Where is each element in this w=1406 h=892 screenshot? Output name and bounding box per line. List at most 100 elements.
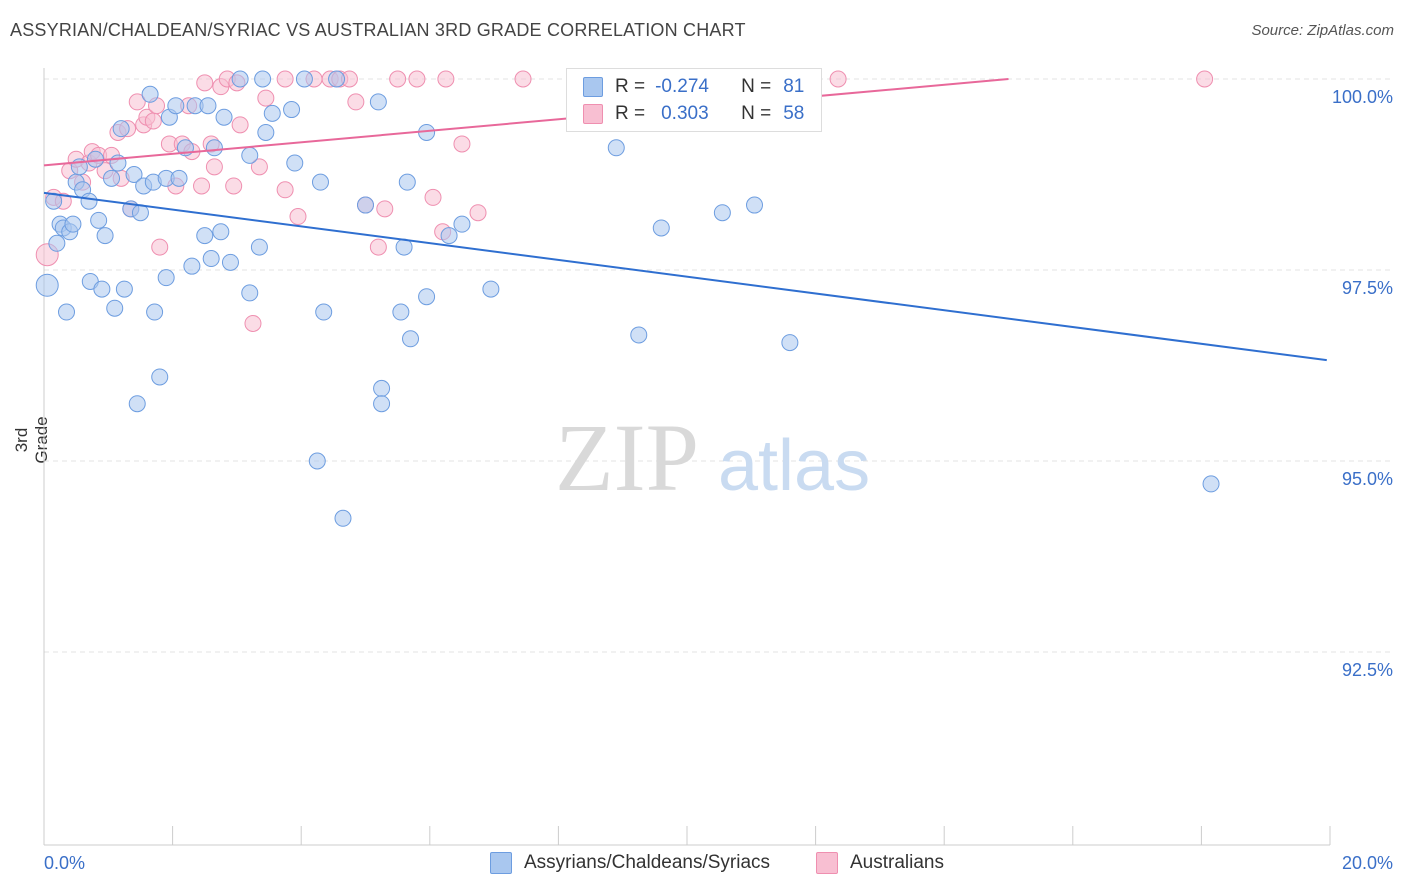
australians-point <box>128 93 146 111</box>
assyrians-point <box>215 108 233 126</box>
series-legend: Assyrians/Chaldeans/Syriacs Australians <box>0 852 1406 878</box>
assyrians-point <box>257 123 275 141</box>
assyrians-point <box>96 227 114 245</box>
watermark: ZIP atlas <box>555 404 870 511</box>
assyrians-point <box>141 85 159 103</box>
legend-item-australians[interactable]: Australians <box>816 852 944 874</box>
australians-trend-line <box>43 78 1009 167</box>
x-tick-label: 20.0% <box>1342 853 1393 873</box>
assyrians-point <box>199 97 217 115</box>
australians-point <box>276 70 294 88</box>
assyrians-trend-line <box>43 191 1327 362</box>
australians-point <box>257 89 275 107</box>
assyrians-point <box>781 334 799 352</box>
assyrians-point <box>64 215 82 233</box>
australians-point <box>347 93 365 111</box>
assyrians-point <box>746 196 764 214</box>
r-value: -0.274 <box>655 76 709 97</box>
assyrians-point <box>205 139 223 157</box>
assyrians-point <box>392 303 410 321</box>
grid-lines <box>44 78 1392 653</box>
assyrians-point <box>357 196 374 214</box>
legend-swatch-pink <box>816 852 838 874</box>
axes <box>43 68 1331 846</box>
assyrians-point <box>482 280 500 298</box>
assyrians-point <box>453 215 471 233</box>
assyrians-point <box>106 299 124 317</box>
x-tick-label: 0.0% <box>44 853 85 873</box>
r-value: 0.303 <box>661 103 709 124</box>
y-tick-label: 95.0% <box>1342 469 1393 489</box>
assyrians-point <box>125 166 143 183</box>
australians-point <box>244 314 262 332</box>
assyrians-point <box>112 120 130 138</box>
n-label: N = <box>741 76 772 97</box>
assyrians-point <box>93 280 111 298</box>
legend-swatch-pink <box>583 104 603 124</box>
australians-point <box>369 238 387 256</box>
assyrians-point <box>58 303 76 321</box>
assyrians-point <box>48 234 66 252</box>
assyrians-point <box>418 288 436 306</box>
assyrians-point <box>315 303 333 321</box>
assyrians-points <box>35 70 1220 527</box>
australians-point <box>424 188 442 206</box>
assyrians-point <box>170 169 188 187</box>
assyrians-point <box>250 238 268 256</box>
australians-point <box>389 70 407 88</box>
legend-row-assyrians: R = -0.274 N = 81 <box>583 74 804 100</box>
assyrians-point <box>308 452 326 470</box>
assyrians-point <box>713 204 731 222</box>
assyrians-point <box>334 509 352 527</box>
australians-point <box>205 158 223 176</box>
assyrians-point <box>241 146 259 164</box>
trend-lines <box>43 78 1327 362</box>
y-tick-label: 100.0% <box>1332 87 1393 107</box>
australians-point <box>1196 70 1214 88</box>
assyrians-point <box>103 169 121 187</box>
australians-point <box>376 200 394 218</box>
australians-point <box>196 74 214 92</box>
assyrians-point <box>607 139 625 157</box>
legend-item-assyrians[interactable]: Assyrians/Chaldeans/Syriacs <box>490 852 770 874</box>
australians-point <box>453 135 471 153</box>
chart-title: ASSYRIAN/CHALDEAN/SYRIAC VS AUSTRALIAN 3… <box>10 20 746 40</box>
australians-point <box>250 158 268 176</box>
australians-point <box>829 70 847 88</box>
assyrians-point <box>151 368 169 386</box>
assyrians-point <box>311 173 329 191</box>
y-tick-label: 92.5% <box>1342 660 1393 680</box>
assyrians-point <box>196 227 214 245</box>
watermark-atlas: atlas <box>718 426 870 506</box>
assyrians-point <box>440 227 458 245</box>
assyrians-point <box>630 326 648 344</box>
tick-labels: 100.0% 97.5% 95.0% 92.5% 0.0% 20.0% <box>44 87 1393 873</box>
legend-swatch-blue <box>490 852 512 874</box>
y-tick-label: 97.5% <box>1342 278 1393 298</box>
assyrians-point <box>373 379 391 397</box>
assyrians-point <box>398 173 416 191</box>
assyrians-point <box>373 395 391 413</box>
n-value: 58 <box>783 103 805 124</box>
r-label: R = <box>615 76 646 97</box>
n-label: N = <box>741 103 772 124</box>
assyrians-point <box>115 280 133 298</box>
legend-row-australians: R = 0.303 N = 58 <box>583 101 804 127</box>
watermark-zip: ZIP <box>555 404 699 511</box>
legend-label-australians: Australians <box>850 852 944 873</box>
australians-point <box>437 70 455 88</box>
assyrians-point <box>212 223 230 241</box>
assyrians-point <box>202 250 220 268</box>
source-label: Source: ZipAtlas.com <box>1251 22 1394 39</box>
australians-point <box>514 70 532 88</box>
assyrians-point <box>167 97 185 115</box>
assyrians-point <box>128 395 146 413</box>
assyrians-point <box>35 273 59 297</box>
assyrians-point <box>369 93 387 111</box>
australians-point <box>151 238 169 256</box>
assyrians-point <box>295 70 313 88</box>
assyrians-point <box>328 70 346 88</box>
correlation-legend: R = -0.274 N = 81 R = 0.303 N = 58 <box>566 68 822 132</box>
assyrians-point <box>90 211 108 229</box>
